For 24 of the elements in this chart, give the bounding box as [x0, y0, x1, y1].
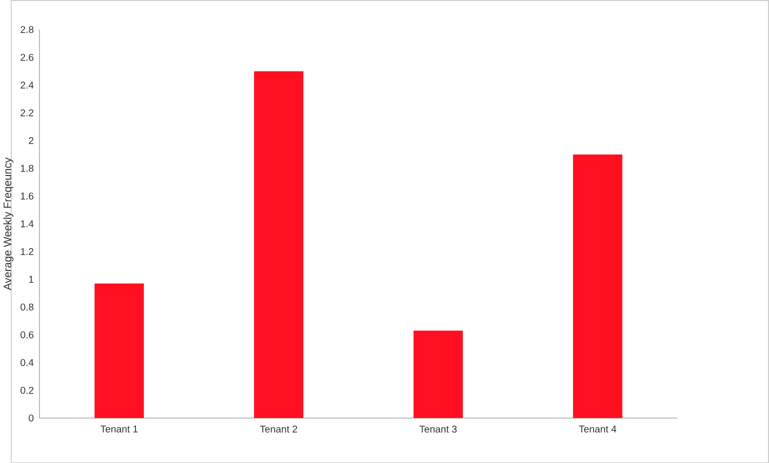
y-tick-label: 2	[28, 136, 34, 144]
bar	[254, 70, 304, 418]
y-tick-label: 1.8	[20, 164, 34, 172]
y-tick-label: 0.6	[20, 331, 34, 338]
bar	[414, 330, 463, 418]
bar	[573, 154, 622, 418]
y-tick-label: 1.6	[20, 192, 34, 200]
y-tick-label: 1	[29, 276, 34, 283]
y-tick-label: 2.4	[20, 81, 34, 88]
y-tick-label: 0	[28, 414, 34, 422]
x-tick-label: Tenant 2	[260, 425, 298, 432]
x-tick-label: Tenant 1	[100, 425, 138, 432]
x-tick-label: Tenant 4	[578, 425, 616, 432]
y-tick-label: 0.8	[20, 303, 34, 310]
y-tick-label: 2.2	[20, 109, 34, 116]
y-tick-label: 2.6	[20, 54, 34, 61]
y-axis-title: Average Weekly Freqeuncy	[3, 157, 14, 290]
y-tick-label: 1.2	[20, 248, 34, 255]
bar	[94, 283, 144, 418]
y-tick-label: 1.4	[20, 220, 34, 228]
y-tick-label: 0.2	[20, 386, 34, 394]
y-tick-label: 2.8	[20, 26, 34, 33]
y-tick-label: 0.4	[20, 358, 34, 366]
x-tick-label: Tenant 3	[419, 425, 457, 432]
